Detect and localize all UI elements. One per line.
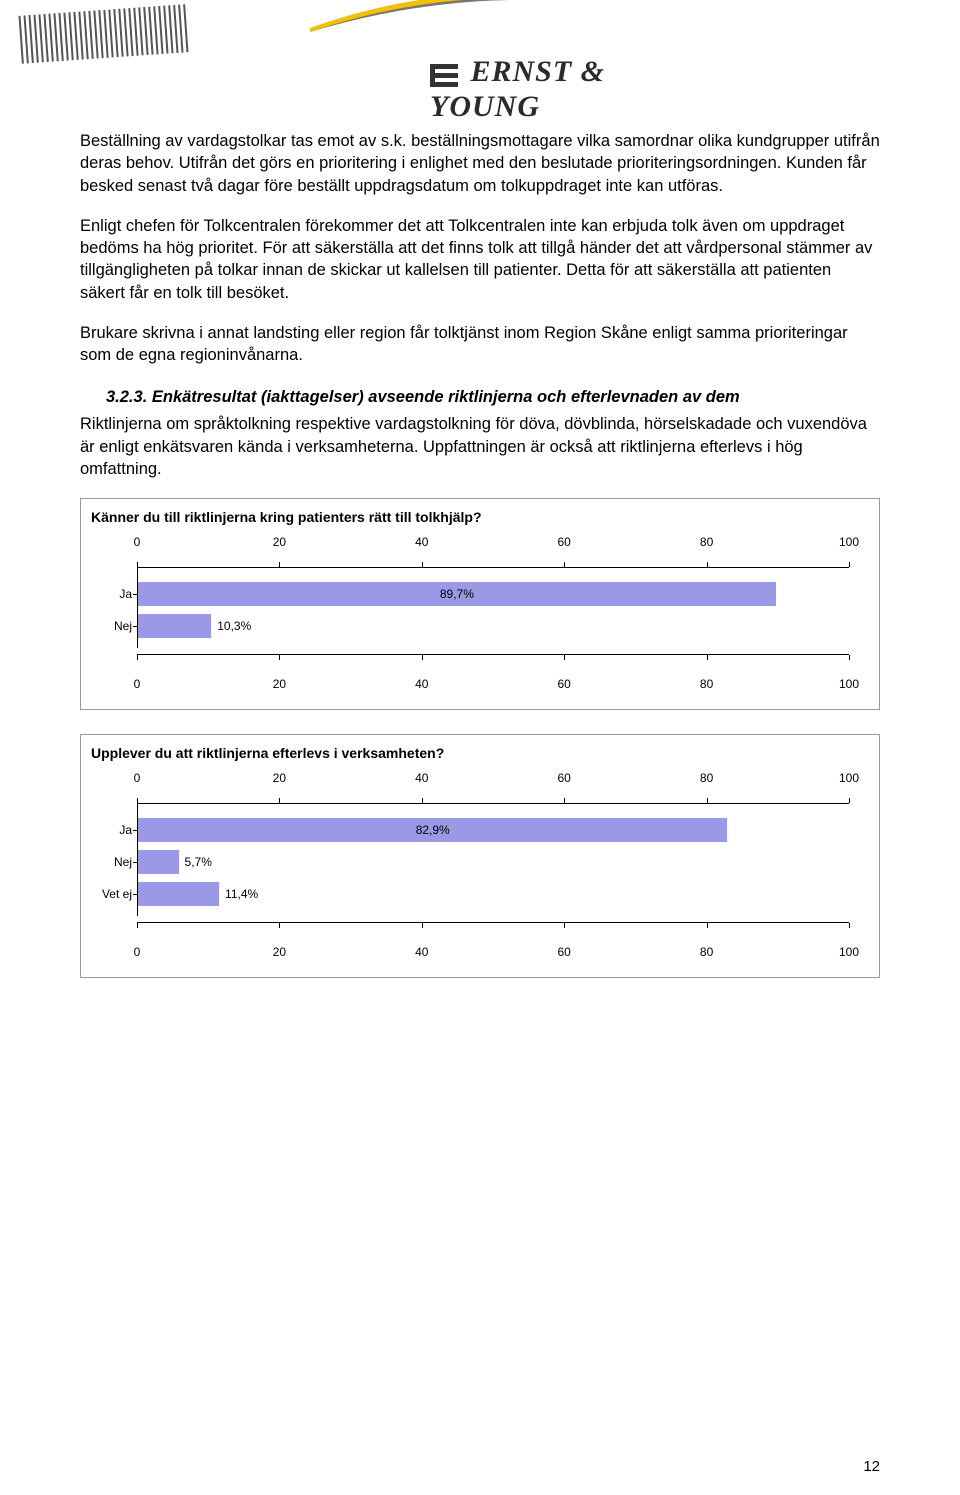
bar-category-label: Ja <box>92 587 132 601</box>
bar-category-label: Ja <box>92 823 132 837</box>
axis-tick-label: 60 <box>558 771 571 785</box>
bar: 11,4% <box>138 882 219 906</box>
axis-tick-label: 20 <box>273 535 286 549</box>
axis-tick-label: 0 <box>134 771 141 785</box>
section-heading: 3.2.3. Enkätresultat (iakttagelser) avse… <box>106 388 880 407</box>
bar-category-label: Nej <box>92 855 132 869</box>
axis-tick-label: 0 <box>134 945 141 959</box>
bar-row: Nej5,7% <box>138 846 849 878</box>
bar-row: Vet ej11,4% <box>138 878 849 910</box>
bar-row: Nej10,3% <box>138 610 849 642</box>
axis-tick-label: 80 <box>700 535 713 549</box>
chart-title: Känner du till riktlinjerna kring patien… <box>91 509 869 525</box>
logo-mark-icon <box>430 64 460 90</box>
bar-category-label: Nej <box>92 619 132 633</box>
axis-tick-label: 40 <box>415 771 428 785</box>
axis-tick-label: 60 <box>558 677 571 691</box>
axis-tick-label: 0 <box>134 535 141 549</box>
bar: 89,7% <box>138 582 776 606</box>
axis-tick-label: 80 <box>700 945 713 959</box>
axis-tick-label: 100 <box>839 677 859 691</box>
axis-tick-label: 100 <box>839 771 859 785</box>
bar-value-label: 10,3% <box>217 619 251 633</box>
survey-chart: Upplever du att riktlinjerna efterlevs i… <box>80 734 880 978</box>
bar: 10,3% <box>138 614 211 638</box>
axis-tick-label: 100 <box>839 535 859 549</box>
body-paragraph: Brukare skrivna i annat landsting eller … <box>80 322 880 367</box>
page-number: 12 <box>863 1458 880 1475</box>
axis-tick-label: 20 <box>273 771 286 785</box>
body-paragraph: Riktlinjerna om språktolkning respektive… <box>80 413 880 480</box>
axis-tick-label: 0 <box>134 677 141 691</box>
bar-row: Ja82,9% <box>138 814 849 846</box>
bar-value-label: 5,7% <box>185 855 212 869</box>
body-paragraph: Beställning av vardagstolkar tas emot av… <box>80 130 880 197</box>
bar-row: Ja89,7% <box>138 578 849 610</box>
axis-tick-label: 100 <box>839 945 859 959</box>
bar-value-label: 89,7% <box>440 587 474 601</box>
bar-value-label: 11,4% <box>225 887 258 901</box>
body-paragraph: Enligt chefen för Tolkcentralen förekomm… <box>80 215 880 304</box>
axis-tick-label: 40 <box>415 535 428 549</box>
barcode-decoration <box>19 4 189 64</box>
axis-tick-label: 60 <box>558 535 571 549</box>
axis-tick-label: 20 <box>273 945 286 959</box>
axis-tick-label: 60 <box>558 945 571 959</box>
axis-tick-label: 40 <box>415 677 428 691</box>
bar: 82,9% <box>138 818 727 842</box>
page-header: ERNST & YOUNG <box>80 0 880 130</box>
axis-tick-label: 40 <box>415 945 428 959</box>
swoosh-decoration <box>310 0 510 32</box>
axis-tick-label: 20 <box>273 677 286 691</box>
chart-title: Upplever du att riktlinjerna efterlevs i… <box>91 745 869 761</box>
bar-value-label: 82,9% <box>416 823 450 837</box>
ernst-young-logo: ERNST & YOUNG <box>430 55 690 95</box>
bar-category-label: Vet ej <box>92 887 132 901</box>
axis-tick-label: 80 <box>700 771 713 785</box>
survey-chart: Känner du till riktlinjerna kring patien… <box>80 498 880 710</box>
axis-tick-label: 80 <box>700 677 713 691</box>
bar: 5,7% <box>138 850 179 874</box>
